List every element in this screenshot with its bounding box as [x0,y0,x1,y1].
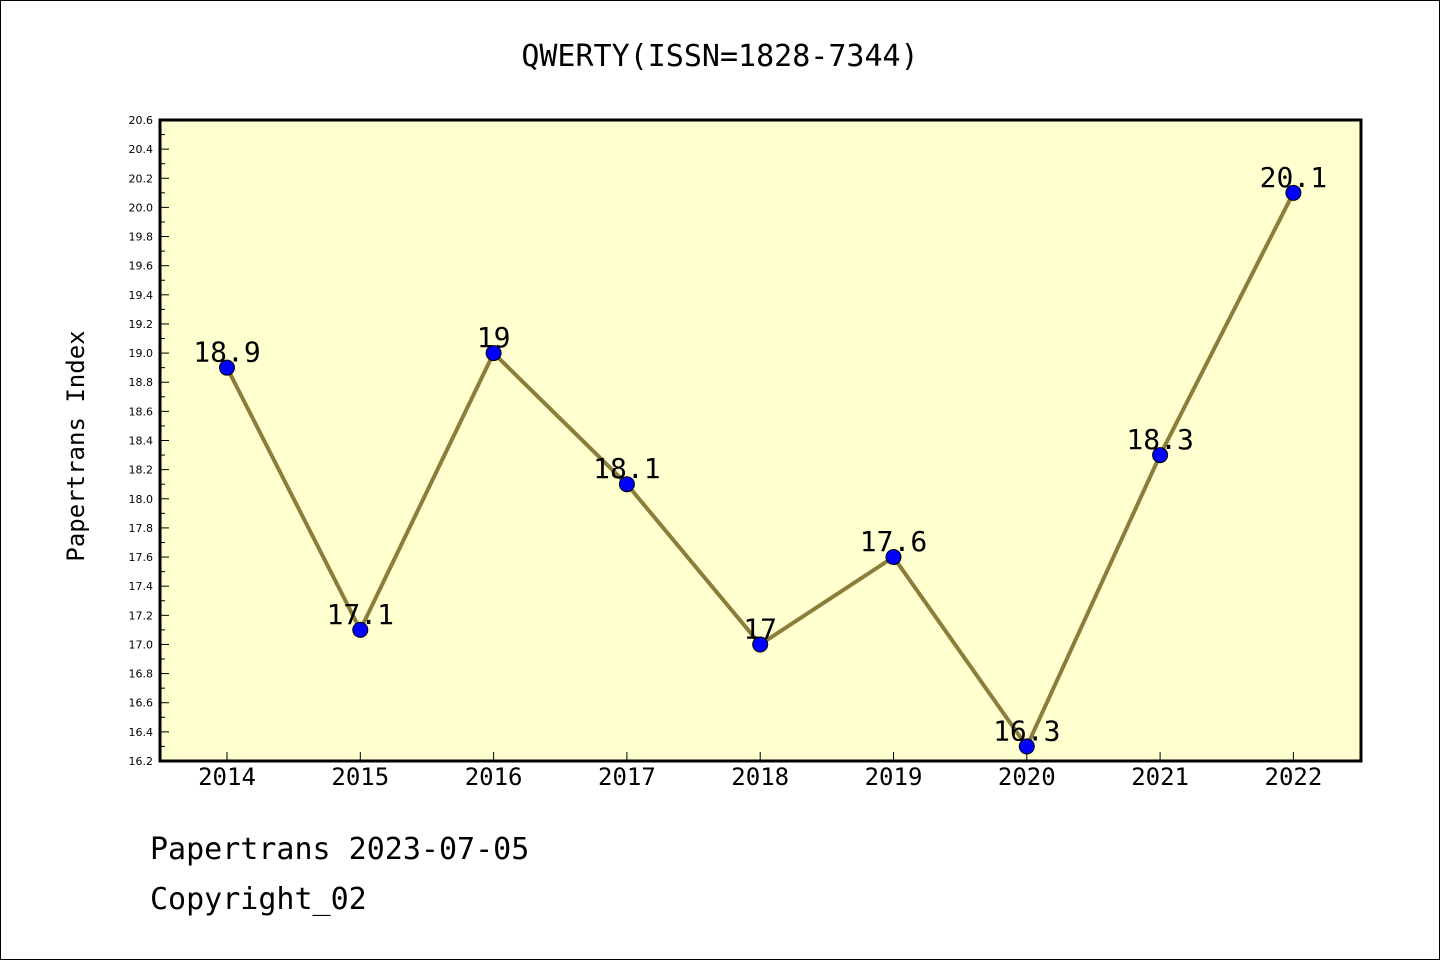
y-axis-ticks: 16.2 16.4 16.6 16.8 17.0 17.2 17.4 17.6 17.8 18.0… [129,114,169,768]
data-point-marker [485,345,502,362]
data-label: 17.1 [327,598,394,631]
data-label: 18.9 [193,336,260,369]
footer-date: Papertrans 2023-07-05 [150,832,530,867]
y-tick-label: 16.6 [129,697,154,710]
data-label: 18.1 [593,452,660,485]
y-tick-label: 19.6 [129,260,154,273]
series-markers [219,184,1302,755]
x-tick-label: 2015 [331,763,389,791]
y-tick-label: 20.4 [129,143,154,156]
data-label: 17 [743,612,777,645]
y-tick-label: 19.4 [129,289,154,302]
y-tick-label: 19.0 [129,347,154,360]
x-tick-label: 2014 [198,763,256,791]
y-tick-label: 16.2 [129,755,154,768]
y-tick-label: 18.4 [129,435,154,448]
x-tick-label: 2018 [731,763,789,791]
x-tick-label: 2021 [1131,763,1189,791]
x-tick-label: 2022 [1265,763,1323,791]
data-point-marker [618,476,635,493]
chart-title: QWERTY(ISSN=1828-7344) [521,39,918,74]
y-tick-label: 17.4 [129,580,154,593]
x-tick-label: 2016 [465,763,523,791]
y-tick-label: 18.0 [129,493,154,506]
y-tick-label: 19.8 [129,231,154,244]
data-label: 19 [477,321,511,354]
y-tick-label: 16.4 [129,726,154,739]
x-tick-label: 2020 [998,763,1056,791]
y-tick-label: 17.6 [129,551,154,564]
data-point-marker [219,359,235,376]
x-axis-ticks: 2014 2015 2016 2017 2018 2019 2020 2021 2022 [198,752,1322,791]
plot-area [158,118,1363,763]
data-point-marker [1018,738,1035,755]
x-tick-label: 2017 [598,763,656,791]
y-tick-label: 18.8 [129,376,154,389]
y-tick-label: 20.6 [129,114,154,127]
y-tick-label: 20.2 [129,172,154,185]
y-tick-label: 19.2 [129,318,154,331]
y-tick-label: 17.8 [129,522,154,535]
data-point-marker [1285,184,1302,201]
data-point-marker [885,549,902,566]
data-point-marker [1152,447,1169,464]
footer-copyright: Copyright_02 [150,882,367,917]
data-point-marker [752,636,769,653]
data-label: 16.3 [993,714,1060,747]
data-label: 18.3 [1126,423,1193,456]
data-label: 20.1 [1260,161,1327,194]
y-tick-label: 17.2 [129,609,154,622]
y-axis-label: Papertrans Index [62,330,90,561]
x-tick-label: 2019 [865,763,923,791]
y-tick-label: 18.2 [129,464,154,477]
data-labels: 18.9 17.1 19 18.1 17 17.6 16.3 18.3 20.1 [193,161,1327,748]
y-tick-label: 18.6 [129,405,154,418]
y-tick-label: 16.8 [129,668,154,681]
y-tick-label: 17.0 [129,638,154,651]
data-point-marker [352,621,369,638]
y-tick-label: 20.0 [129,201,154,214]
data-label: 17.6 [860,525,927,558]
